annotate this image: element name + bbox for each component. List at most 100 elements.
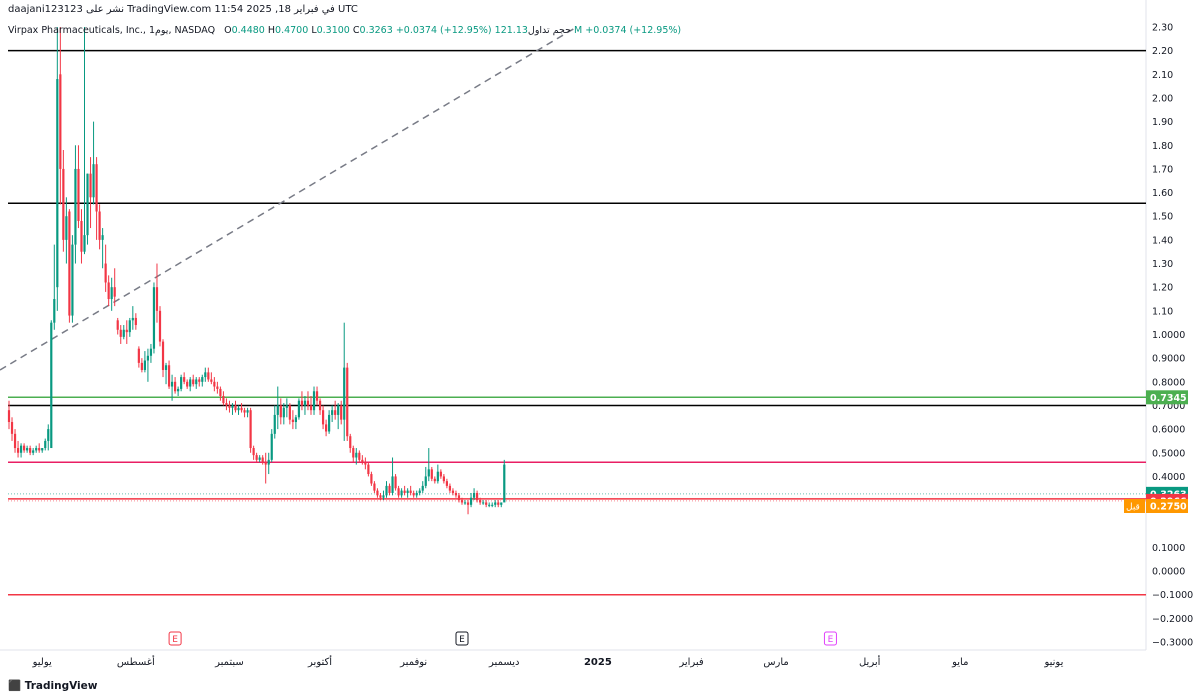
- candle-body[interactable]: [325, 424, 328, 432]
- candle-body[interactable]: [65, 216, 68, 240]
- candle-body[interactable]: [469, 497, 473, 505]
- candle-body[interactable]: [388, 485, 391, 493]
- candle-body[interactable]: [318, 400, 322, 411]
- candle-body[interactable]: [192, 379, 195, 385]
- candle-body[interactable]: [195, 379, 198, 385]
- candle-body[interactable]: [10, 422, 14, 434]
- candle-body[interactable]: [131, 317, 134, 321]
- candle-body[interactable]: [315, 391, 319, 401]
- candle-body[interactable]: [86, 173, 89, 236]
- candle-body[interactable]: [406, 490, 409, 493]
- candle-body[interactable]: [183, 377, 186, 382]
- candle-body[interactable]: [309, 405, 313, 411]
- candle-body[interactable]: [137, 348, 140, 363]
- candle-body[interactable]: [430, 469, 433, 479]
- candle-body[interactable]: [264, 462, 267, 465]
- candle-body[interactable]: [334, 410, 337, 415]
- candle-body[interactable]: [186, 381, 189, 387]
- candle-body[interactable]: [418, 490, 421, 493]
- candle-body[interactable]: [385, 485, 388, 496]
- trend-line[interactable]: [0, 26, 578, 371]
- candle-body[interactable]: [116, 320, 119, 330]
- candle-body[interactable]: [225, 403, 228, 406]
- candle-body[interactable]: [267, 459, 270, 465]
- candle-body[interactable]: [321, 410, 325, 425]
- candle-body[interactable]: [352, 448, 355, 458]
- candle-body[interactable]: [485, 502, 488, 505]
- candle-body[interactable]: [216, 386, 219, 389]
- candle-body[interactable]: [255, 455, 258, 460]
- candle-body[interactable]: [403, 490, 406, 493]
- candle-body[interactable]: [155, 287, 159, 311]
- candle-body[interactable]: [427, 469, 430, 477]
- candle-body[interactable]: [80, 220, 83, 252]
- candle-body[interactable]: [32, 450, 35, 453]
- candle-body[interactable]: [180, 377, 183, 389]
- candle-body[interactable]: [198, 379, 201, 382]
- candle-body[interactable]: [83, 235, 86, 252]
- candle-body[interactable]: [38, 448, 41, 451]
- candle-body[interactable]: [104, 263, 107, 283]
- candle-body[interactable]: [149, 348, 153, 356]
- candle-body[interactable]: [436, 471, 439, 482]
- candle-body[interactable]: [210, 379, 213, 382]
- candle-body[interactable]: [164, 365, 168, 370]
- candle-body[interactable]: [457, 495, 461, 501]
- candle-body[interactable]: [282, 407, 285, 418]
- candle-body[interactable]: [110, 287, 113, 300]
- candle-body[interactable]: [35, 448, 38, 451]
- tradingview-logo[interactable]: ⬛ TradingView: [8, 679, 97, 692]
- candle-body[interactable]: [234, 405, 237, 411]
- candle-body[interactable]: [143, 360, 146, 370]
- candle-body[interactable]: [23, 445, 26, 451]
- candle-body[interactable]: [288, 405, 291, 420]
- candle-body[interactable]: [258, 457, 261, 460]
- candle-body[interactable]: [439, 471, 442, 477]
- candle-body[interactable]: [222, 396, 225, 404]
- candle-body[interactable]: [7, 410, 11, 423]
- candle-body[interactable]: [409, 490, 412, 493]
- candle-body[interactable]: [361, 459, 364, 463]
- candle-body[interactable]: [152, 287, 156, 349]
- candle-body[interactable]: [252, 448, 255, 456]
- candle-body[interactable]: [213, 381, 216, 387]
- candle-body[interactable]: [77, 168, 80, 221]
- earnings-marker-icon[interactable]: [168, 631, 182, 646]
- candle-body[interactable]: [491, 504, 494, 506]
- candle-body[interactable]: [451, 490, 455, 493]
- candle-body[interactable]: [98, 211, 101, 240]
- candle-body[interactable]: [16, 448, 20, 453]
- candle-body[interactable]: [92, 164, 95, 198]
- candle-body[interactable]: [448, 485, 452, 491]
- candle-body[interactable]: [424, 476, 427, 486]
- candle-body[interactable]: [476, 492, 479, 501]
- candle-body[interactable]: [89, 173, 92, 198]
- candle-body[interactable]: [62, 168, 65, 240]
- candle-body[interactable]: [134, 317, 137, 326]
- candle-body[interactable]: [479, 500, 482, 503]
- candle-body[interactable]: [421, 485, 424, 491]
- candle-body[interactable]: [472, 492, 476, 498]
- candle-body[interactable]: [237, 407, 240, 411]
- candle-body[interactable]: [291, 419, 294, 423]
- candle-body[interactable]: [400, 490, 403, 496]
- candle-body[interactable]: [394, 476, 397, 489]
- candle-body[interactable]: [303, 400, 307, 406]
- candle-body[interactable]: [71, 244, 74, 316]
- candle-body[interactable]: [240, 407, 243, 411]
- candle-body[interactable]: [167, 365, 171, 387]
- candle-body[interactable]: [494, 502, 497, 505]
- candle-body[interactable]: [74, 168, 77, 245]
- candle-body[interactable]: [158, 310, 162, 342]
- candle-body[interactable]: [442, 476, 445, 482]
- candle-body[interactable]: [415, 492, 418, 496]
- candle-body[interactable]: [270, 433, 273, 460]
- candle-body[interactable]: [373, 483, 376, 491]
- candle-body[interactable]: [382, 495, 385, 498]
- candle-body[interactable]: [125, 329, 128, 333]
- candle-body[interactable]: [128, 320, 131, 333]
- candle-body[interactable]: [177, 388, 180, 392]
- candle-body[interactable]: [466, 502, 470, 505]
